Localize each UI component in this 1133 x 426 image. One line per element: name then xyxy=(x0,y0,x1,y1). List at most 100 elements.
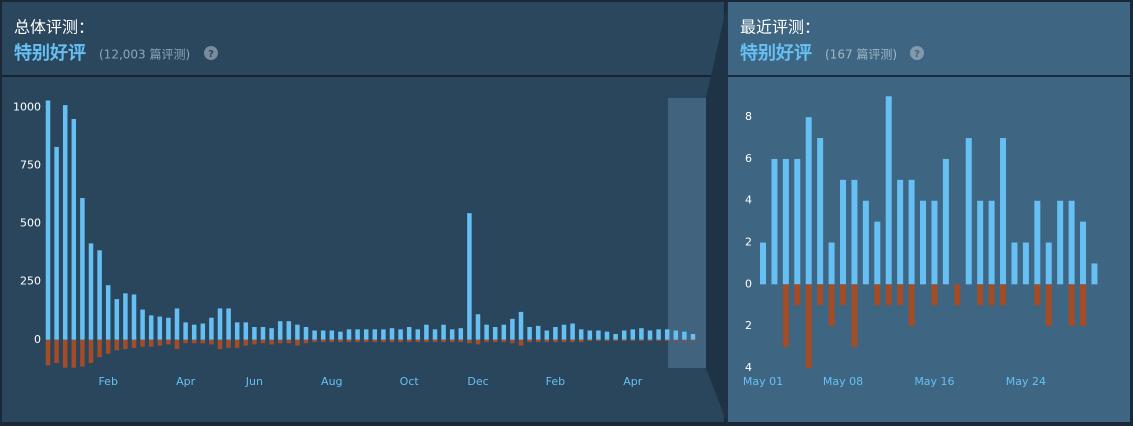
bar xyxy=(492,327,498,340)
bar xyxy=(54,146,59,340)
bar xyxy=(587,339,593,341)
bar xyxy=(977,200,984,285)
y-tick-label: 500 xyxy=(20,217,41,230)
bar xyxy=(885,96,892,285)
bar xyxy=(862,200,869,285)
bar xyxy=(874,221,881,285)
bar xyxy=(372,329,378,340)
bar xyxy=(578,329,584,340)
bar xyxy=(123,339,128,350)
bar xyxy=(561,324,567,340)
bar xyxy=(346,339,352,343)
bar xyxy=(535,325,541,340)
bar xyxy=(630,339,636,341)
bar xyxy=(88,339,94,364)
bar xyxy=(782,284,789,348)
help-icon-text: ? xyxy=(914,49,920,60)
bar xyxy=(398,339,403,343)
bar xyxy=(234,322,240,340)
bar xyxy=(1057,200,1064,285)
bar xyxy=(942,158,949,285)
bar xyxy=(389,339,395,343)
bar xyxy=(114,339,120,351)
bar xyxy=(363,329,369,340)
bar xyxy=(432,339,438,343)
bar xyxy=(105,339,111,354)
bar xyxy=(977,284,984,306)
x-tick-label: May 01 xyxy=(743,375,783,388)
bar xyxy=(200,323,206,340)
bar xyxy=(200,339,206,344)
help-icon[interactable] xyxy=(204,46,218,60)
bar xyxy=(1080,284,1087,327)
bar xyxy=(1045,242,1052,285)
bar xyxy=(630,329,636,340)
review-count: (167 篇评测) xyxy=(825,47,897,62)
bar xyxy=(166,317,171,340)
help-icon-text: ? xyxy=(208,49,214,60)
y-tick-label: 2 xyxy=(745,319,752,332)
bar xyxy=(191,339,197,344)
bar xyxy=(209,339,214,345)
bar xyxy=(690,333,696,340)
bar xyxy=(908,179,915,285)
bar xyxy=(355,339,360,343)
bar xyxy=(449,339,455,343)
bar xyxy=(851,179,858,285)
bar xyxy=(475,314,481,340)
bar xyxy=(690,339,696,341)
bar xyxy=(492,339,498,343)
bar xyxy=(406,327,412,340)
bar xyxy=(828,284,835,327)
bar xyxy=(415,329,421,340)
bar xyxy=(398,329,403,340)
connector xyxy=(706,0,728,426)
y-tick-label: 2 xyxy=(745,236,752,249)
bar xyxy=(613,339,618,341)
bar xyxy=(484,339,489,343)
bar xyxy=(874,284,881,306)
bar xyxy=(965,138,972,285)
y-tick-label: 0 xyxy=(34,333,41,346)
bar xyxy=(449,329,455,340)
x-tick-label: Feb xyxy=(546,375,565,388)
bar xyxy=(760,242,766,285)
y-tick-label: 6 xyxy=(745,152,752,165)
x-tick-label: Dec xyxy=(467,375,488,388)
bar xyxy=(885,284,892,306)
bar xyxy=(363,339,369,343)
bar xyxy=(320,339,326,343)
bar xyxy=(441,339,446,343)
bar xyxy=(191,324,197,340)
bar xyxy=(570,323,575,340)
bar xyxy=(62,105,68,340)
bar xyxy=(286,339,292,344)
bar xyxy=(355,329,360,340)
bar xyxy=(252,339,257,345)
x-tick-label: Feb xyxy=(98,375,117,388)
bar xyxy=(682,339,687,341)
help-icon[interactable] xyxy=(910,46,924,60)
bar xyxy=(148,339,154,347)
bar xyxy=(897,284,904,306)
bar xyxy=(1022,242,1029,285)
bar xyxy=(372,339,378,343)
bar xyxy=(771,158,778,285)
bar xyxy=(897,179,904,285)
bar xyxy=(226,339,231,348)
bar xyxy=(467,213,472,340)
bar xyxy=(647,330,653,340)
bar xyxy=(664,329,670,340)
bar xyxy=(312,330,317,340)
x-tick-label: Jun xyxy=(245,375,263,388)
bar xyxy=(269,339,274,345)
bar xyxy=(484,324,489,340)
bar xyxy=(406,339,412,343)
bar xyxy=(931,200,938,285)
bar xyxy=(209,317,214,340)
bar xyxy=(277,321,283,340)
rating: 特别好评 xyxy=(740,42,812,64)
bar xyxy=(596,339,601,341)
bar xyxy=(604,331,610,340)
bar xyxy=(424,339,429,343)
